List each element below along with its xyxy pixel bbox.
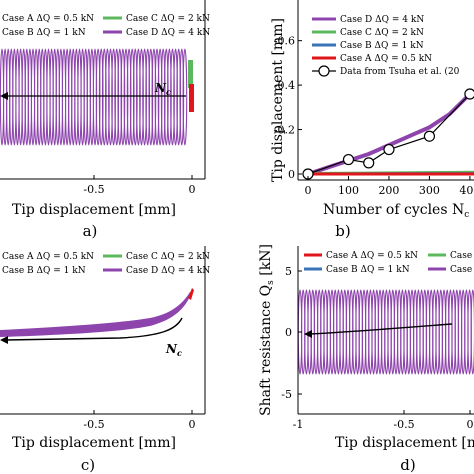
panel-a: -0.5 0 Tip displacement [mm] a) Nc Case … [0,0,210,240]
panel-a-case-c-band [188,60,193,88]
legend-label-case-b: Case B ΔQ = 1 kN [2,266,86,276]
panel-a-arrow-head [0,92,8,100]
panel-b-series-line [307,93,471,175]
panel-c-case-d-band [0,292,192,337]
panel-d-legend: Case A ΔQ = 0.5 kN Case B ΔQ = 1 kN Case… [304,251,472,275]
panel-b-x-tick-label: 200 [378,184,399,197]
panel-b-data-point [423,130,436,142]
panel-b-data-point [342,153,355,166]
panel-c-label: c) [81,456,95,474]
panel-b-y-tick-label: -0.6 [274,35,295,48]
panel-b-x-tick-label: 400 [459,184,474,197]
panel-d: -1 -0.5 0 5 0 -5 Shaft resistance Qs [kN] Tip… [258,244,474,474]
legend-marker-data [318,65,330,77]
legend-label-case-a: Case A ΔQ = 0.5 kN [326,251,418,261]
legend-label-data: Data from Tsuha et al. (20 [340,66,460,77]
panel-d-y-tick-label: -5 [281,388,292,401]
panel-a-x-tick-label: 0 [189,183,196,196]
legend-label-case-d: Case D ΔQ = 4 kN [126,28,210,38]
panel-b-y-tick-label: -0.4 [274,79,295,92]
panel-d-y-tick-label: 0 [285,326,292,339]
legend-label-case-d: Case D ΔQ = 4 kN [126,266,210,276]
panel-b-y-tick-label: -0.2 [274,124,295,137]
panel-b-data-point [464,88,474,100]
panel-b-x-axis-label: Number of cycles Nc [ [323,202,474,220]
panel-b-x-tick-label: 100 [338,184,359,197]
panel-a-x-axis-label: Tip displacement [mm] [12,202,176,218]
panel-c-x-axis-label: Tip displacement [mm] [12,435,176,451]
legend-label-case-b: Case B ΔQ = 1 kN [340,41,424,51]
panel-c-legend: Case A ΔQ = 0.5 kN Case B ΔQ = 1 kN Case… [2,252,210,276]
legend-label-case-c: Case [450,251,472,261]
panel-d-ticks: -1 -0.5 0 5 0 -5 [281,265,473,431]
legend-label-case-a: Case A ΔQ = 0.5 kN [340,54,432,64]
panel-b-legend: Case D ΔQ = 4 kN Case C ΔQ = 2 kN Case B… [312,15,460,77]
panel-b-x-tick-label: 0 [305,184,312,197]
panel-d-x-axis-label: Tip displacement [mm] [335,435,474,451]
legend-label-case-a: Case A ΔQ = 0.5 kN [2,14,94,24]
panel-a-x-tick-label: -0.5 [83,183,104,196]
panel-d-x-tick-label: -0.5 [393,418,414,431]
panel-b-series-line [307,92,472,176]
panel-d-hysteresis-loops [297,289,474,375]
panel-d-arrow-head [304,330,312,338]
panel-b-series [302,88,474,180]
panel-d-x-tick-label: -1 [293,418,304,431]
panel-b-y-axis-label: Tip displacement [mm] [270,18,286,182]
panel-c-x-tick-label: -0.5 [83,418,104,431]
panel-d-loop [470,289,474,375]
panel-b-data-point [363,157,375,169]
panel-b-ticks: 0 100 200 300 400 -0.6 -0.4 -0.2 0 [274,35,474,197]
legend-label-case-b: Case B ΔQ = 1 kN [326,265,410,275]
panel-b-x-tick-label: 300 [419,184,440,197]
panel-a-case-a-band [189,84,194,112]
panel-c-case-a-tip [188,288,194,300]
panel-d-y-tick-label: 5 [285,265,292,278]
panel-a-nc-annotation: Nc [154,81,171,97]
panel-d-x-tick-label: 0 [467,418,474,431]
panel-c-x-tick-label: 0 [189,418,196,431]
panel-b: 0 100 200 300 400 -0.6 -0.4 -0.2 0 Tip displacem… [270,0,474,240]
legend-label-case-a: Case A ΔQ = 0.5 kN [2,252,94,262]
panel-b-data-point [383,143,395,156]
panel-b-y-tick-label: 0 [288,168,295,181]
legend-label-case-b: Case B ΔQ = 1 kN [2,28,86,38]
panel-a-loop [182,48,188,146]
panel-c-arrow-head [0,336,8,344]
panel-a-hysteresis-loops [0,48,188,146]
panel-b-label: b) [335,222,350,240]
panel-d-y-axis-label: Shaft resistance Qs [kN] [258,244,276,416]
panel-c-nc-annotation: Nc [165,342,182,358]
panel-a-legend: Case A ΔQ = 0.5 kN Case B ΔQ = 1 kN Case… [2,14,210,38]
panel-c-nc-arrow [5,317,183,341]
panel-a-label: a) [83,222,98,240]
panel-d-label: d) [400,456,415,474]
panel-d-nc-arrow [309,323,453,335]
legend-label-case-c: Case C ΔQ = 2 kN [126,252,210,262]
panel-c: Nc -0.5 0 Tip displacement [mm] c) Case … [0,246,210,474]
legend-label-case-c: Case C ΔQ = 2 kN [340,28,424,38]
legend-label-case-c: Case C ΔQ = 2 kN [126,14,210,24]
legend-label-case-d: Case D ΔQ = 4 kN [340,15,424,25]
legend-label-case-d: Case [450,265,472,275]
